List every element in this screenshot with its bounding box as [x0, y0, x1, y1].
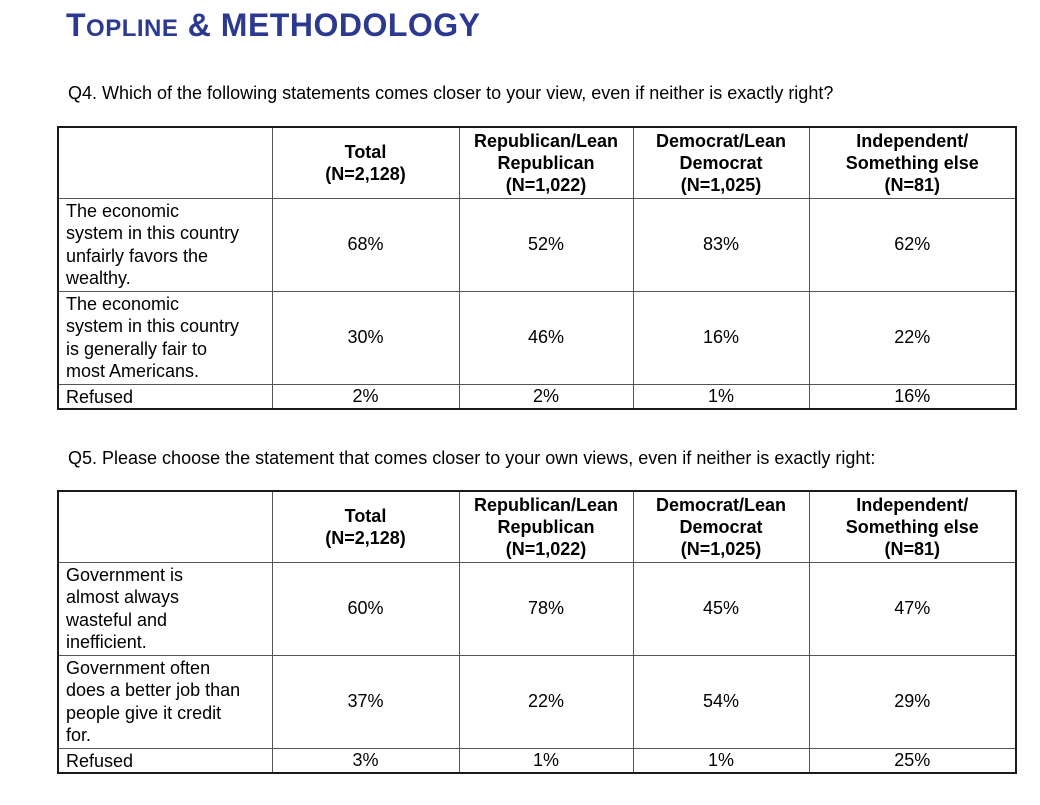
q5-results-table: Total (N=2,128) Republican/Lean Republic…: [57, 490, 1017, 774]
cell-independent: 25%: [808, 747, 1017, 774]
cell-total: 30%: [271, 290, 460, 385]
row-label: Government is almost always wasteful and…: [57, 561, 273, 656]
table-row-refused: Refused 2% 2% 1% 16%: [57, 383, 1017, 410]
table-row: Government often does a better job than …: [57, 654, 1017, 749]
cell-independent: 47%: [808, 561, 1017, 656]
table-row-refused: Refused 3% 1% 1% 25%: [57, 747, 1017, 774]
q5-header-row: Total (N=2,128) Republican/Lean Republic…: [57, 490, 1017, 563]
q4-header-empty: [57, 126, 273, 199]
q5-header-republican: Republican/Lean Republican (N=1,022): [458, 490, 634, 563]
page: { "title": { "lead": "T", "small": "OPLI…: [0, 6, 1040, 805]
row-label: Government often does a better job than …: [57, 654, 273, 749]
title-smallcaps: OPLINE: [86, 15, 179, 42]
cell-republican: 52%: [458, 197, 634, 292]
row-label: Refused: [57, 383, 273, 410]
q5-header-independent: Independent/ Something else (N=81): [808, 490, 1017, 563]
title-lead: T: [66, 7, 87, 43]
title-rest: & METHODOLOGY: [178, 7, 481, 43]
cell-independent: 62%: [808, 197, 1017, 292]
cell-democrat: 1%: [632, 383, 810, 410]
cell-independent: 16%: [808, 383, 1017, 410]
page-title: TOPLINE & METHODOLOGY: [66, 6, 1040, 48]
q5-header-democrat: Democrat/Lean Democrat (N=1,025): [632, 490, 810, 563]
cell-democrat: 54%: [632, 654, 810, 749]
table-row: Government is almost always wasteful and…: [57, 561, 1017, 656]
cell-democrat: 83%: [632, 197, 810, 292]
q4-header-democrat: Democrat/Lean Democrat (N=1,025): [632, 126, 810, 199]
cell-republican: 46%: [458, 290, 634, 385]
q4-header-row: Total (N=2,128) Republican/Lean Republic…: [57, 126, 1017, 199]
question-q4-text: Q4. Which of the following statements co…: [68, 83, 834, 103]
cell-democrat: 16%: [632, 290, 810, 385]
cell-independent: 22%: [808, 290, 1017, 385]
q4-header-independent: Independent/ Something else (N=81): [808, 126, 1017, 199]
row-label: Refused: [57, 747, 273, 774]
cell-republican: 78%: [458, 561, 634, 656]
q4-header-republican: Republican/Lean Republican (N=1,022): [458, 126, 634, 199]
q4-results-table: Total (N=2,128) Republican/Lean Republic…: [57, 126, 1017, 410]
question-q5-text: Q5. Please choose the statement that com…: [68, 448, 876, 468]
cell-total: 60%: [271, 561, 460, 656]
cell-republican: 2%: [458, 383, 634, 410]
cell-republican: 1%: [458, 747, 634, 774]
cell-total: 68%: [271, 197, 460, 292]
cell-democrat: 1%: [632, 747, 810, 774]
cell-total: 37%: [271, 654, 460, 749]
cell-total: 3%: [271, 747, 460, 774]
row-label: The economic system in this country is g…: [57, 290, 273, 385]
cell-total: 2%: [271, 383, 460, 410]
q5-header-empty: [57, 490, 273, 563]
table-row: The economic system in this country is g…: [57, 290, 1017, 385]
table-row: The economic system in this country unfa…: [57, 197, 1017, 292]
row-label: The economic system in this country unfa…: [57, 197, 273, 292]
cell-independent: 29%: [808, 654, 1017, 749]
q5-header-total: Total (N=2,128): [271, 490, 460, 563]
cell-republican: 22%: [458, 654, 634, 749]
document-page: TOPLINE & METHODOLOGY Q4. Which of the f…: [0, 6, 1040, 805]
q4-header-total: Total (N=2,128): [271, 126, 460, 199]
cell-democrat: 45%: [632, 561, 810, 656]
